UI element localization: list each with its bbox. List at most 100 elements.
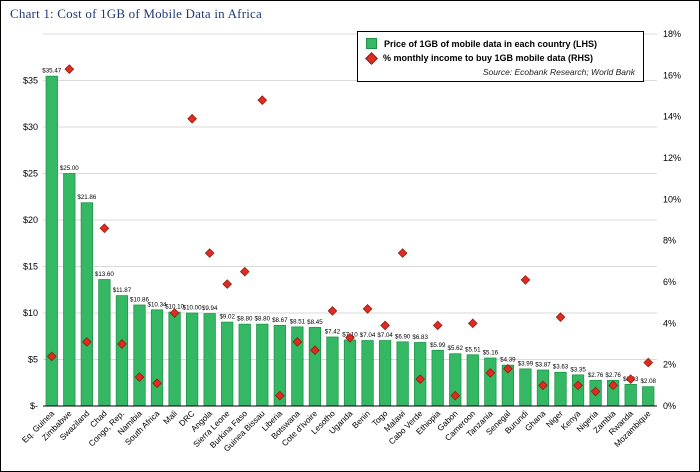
bar-zimbabwe: [63, 173, 76, 407]
bar-series: [45, 75, 655, 407]
bar-value-label: $11.87: [113, 287, 132, 294]
bar-value-label: $35.47: [42, 68, 61, 75]
bar-value-label: $25.00: [60, 165, 79, 172]
diamond-namibia: [134, 372, 145, 382]
bar-guinea-bissau: [256, 323, 269, 407]
bar-value-label: $2.08: [640, 378, 656, 385]
diamond-uganda: [345, 332, 355, 343]
bar-cabo-verde: [414, 342, 427, 407]
bar-value-label: $5.16: [483, 350, 499, 357]
right-axis-tick: 12%: [663, 153, 681, 163]
bar-value-label: $21.86: [77, 194, 96, 201]
diamond-mali: [169, 308, 180, 318]
bar-sierra-leone: [221, 321, 234, 407]
bar-value-label: $10.34: [148, 301, 167, 308]
diamond-malawi: [397, 248, 408, 258]
bar-cameroon: [466, 354, 479, 407]
legend-income-label: % monthly income to buy 1GB mobile data …: [383, 53, 594, 63]
diamond-benin: [362, 304, 373, 314]
bar-value-label: $13.60: [95, 271, 114, 278]
bar-south-africa: [150, 309, 164, 407]
bar-value-label: $8.51: [290, 318, 306, 325]
diamond-congo-rep-: [117, 339, 127, 349]
left-axis-tick: $35: [23, 76, 38, 86]
diamond-kenya: [573, 380, 583, 391]
right-axis-tick: 18%: [663, 29, 681, 39]
left-axis-tick: $5: [28, 355, 38, 365]
x-label-benin: Benin: [350, 408, 372, 430]
diamond-angola: [204, 248, 215, 258]
bar-malawi: [396, 341, 409, 407]
right-axis-tick: 14%: [663, 112, 681, 122]
bar-value-label: $8.67: [272, 317, 288, 324]
diamond-eq-guinea: [46, 351, 57, 362]
diamond-series-swatch-icon: [365, 51, 378, 65]
left-axis-tick: $10: [23, 308, 38, 318]
diamond-gabon: [450, 390, 461, 401]
diamond-lesotho: [327, 306, 338, 316]
legend-item-income: % monthly income to buy 1GB mobile data …: [365, 51, 635, 65]
bar-value-label: $10.00: [183, 305, 202, 312]
diamond-cameroon: [467, 318, 478, 329]
bar-value-label: $6.83: [412, 334, 428, 341]
diamond-sierra-leone: [222, 279, 233, 289]
bar-value-label: $5.62: [448, 345, 464, 352]
diamond-drc: [187, 113, 197, 124]
diamond-togo: [380, 320, 390, 331]
left-axis-tick: $30: [23, 122, 38, 132]
right-axis-tick: 0%: [663, 401, 676, 411]
right-axis-tick: 6%: [663, 277, 676, 287]
income-diamond-series: [46, 64, 654, 401]
right-axis-tick: 8%: [663, 236, 676, 246]
bar-value-label: $8.45: [307, 319, 323, 326]
diamond-ethiopia: [432, 320, 443, 331]
bar-value-label: $7.04: [360, 332, 376, 339]
diamond-burundi: [520, 275, 531, 285]
right-axis-tick: 2%: [663, 360, 676, 370]
bar-mozambique: [642, 386, 655, 407]
bar-swaziland: [80, 202, 93, 407]
chart-legend: Price of 1GB of mobile data in each coun…: [357, 31, 644, 82]
left-axis-tick: $15: [23, 262, 38, 272]
diamond-chad: [99, 223, 110, 234]
diamond-rwanda: [625, 374, 636, 384]
right-axis-tick: 4%: [663, 318, 676, 328]
bar-value-label: $5.51: [465, 346, 481, 353]
diamond-tanzania: [485, 368, 496, 378]
left-axis-tick: $25: [23, 169, 38, 179]
bar-tanzania: [484, 357, 497, 407]
bar-value-label: $2.76: [588, 372, 604, 379]
bar-value-label: $5.99: [430, 342, 446, 349]
bar-value-label: $8.80: [237, 316, 253, 323]
bar-burundi: [519, 368, 532, 407]
bar-namibia: [133, 304, 146, 407]
bar-angola: [203, 313, 216, 407]
bar-value-label: $8.80: [255, 316, 271, 323]
bar-value-label: $6.90: [395, 333, 411, 340]
diamond-ghana: [538, 380, 548, 391]
bar-rwanda: [624, 383, 637, 407]
bar-value-label: $2.76: [605, 372, 621, 379]
chart-title: Chart 1: Cost of 1GB of Mobile Data in A…: [10, 6, 262, 21]
diamond-cabo-verde: [415, 374, 426, 384]
right-axis-tick: 10%: [663, 194, 681, 204]
right-axis-tick: 16%: [663, 70, 681, 80]
left-axis-tick-labels: $- $5 $10 $15 $20 $25 $30 $35: [23, 76, 38, 412]
bar-mali: [168, 311, 181, 407]
source-note: Source: Ecobank Research; World Bank: [482, 67, 635, 77]
diamond-south-africa: [152, 378, 162, 389]
left-axis-tick: $-: [30, 401, 38, 411]
bar-value-label: $3.63: [553, 364, 569, 371]
diamond-swaziland: [82, 337, 92, 347]
x-label-ghana: Ghana: [523, 408, 548, 433]
diamond-zambia: [608, 380, 618, 391]
bar-value-label: $9.94: [202, 305, 218, 312]
bar-value-label: $4.39: [500, 357, 516, 364]
right-axis-tick-labels: 0% 2% 4% 6% 8% 10% 12% 14% 16% 18%: [663, 29, 681, 411]
left-axis-tick: $20: [23, 215, 38, 225]
bar-series-swatch-icon: [366, 38, 377, 49]
bar-niger: [554, 371, 567, 407]
bar-togo: [378, 340, 392, 407]
diamond-cote-d-ivoire: [310, 345, 320, 356]
